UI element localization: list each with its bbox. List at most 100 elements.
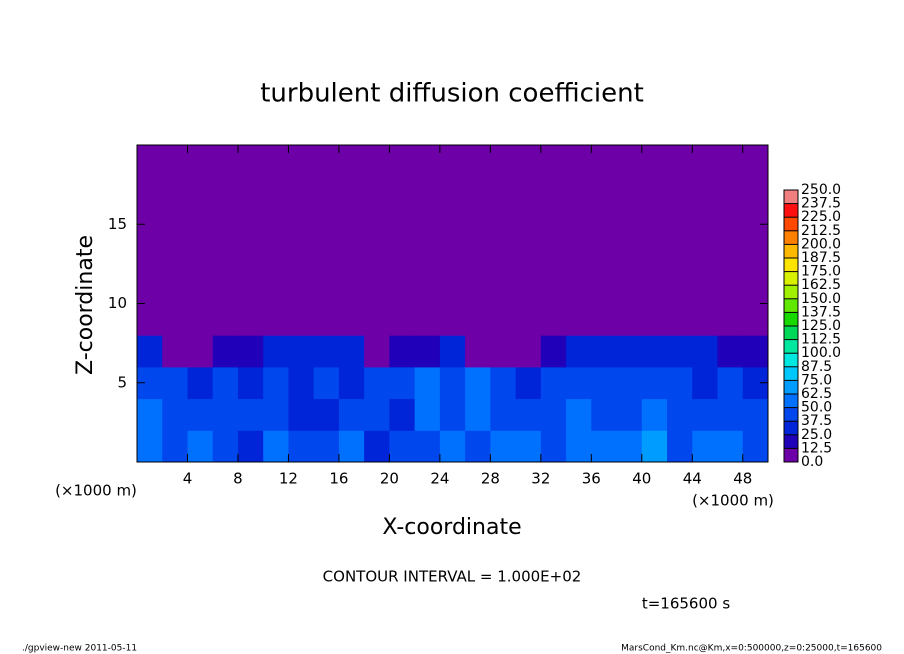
cell [389,366,416,400]
cell [338,145,365,336]
colorbar-label: 62.5 [801,386,832,402]
cell [641,366,668,400]
cell [212,145,239,336]
cell [540,335,567,368]
colorbar-swatch [784,353,798,368]
cell [162,366,188,400]
x-tick-label: 40 [632,470,651,488]
cell [414,398,441,431]
cell [137,398,163,431]
cell [616,335,643,368]
y-tick-label: 5 [117,373,127,391]
cell [338,335,365,368]
cell [237,430,264,463]
cell [667,398,693,431]
cell [742,398,769,431]
colorbar-label: 25.0 [801,427,832,443]
cell [566,398,592,431]
colorbar-swatch [784,421,798,436]
cell [212,430,239,463]
cell [237,398,264,431]
cell [465,398,491,431]
colorbar-swatch [784,203,798,218]
cell [465,430,491,463]
cell [414,335,441,368]
colorbar-swatch [784,326,798,340]
cell [414,430,441,463]
cell [717,145,744,336]
colorbar-swatch [784,394,798,408]
cell [288,398,315,431]
colorbar-swatch [784,217,798,232]
x-axis-label: X-coordinate [382,515,521,540]
cell [616,145,643,336]
cell [187,430,214,463]
colorbar-label: 150.0 [801,291,841,307]
y-tick-label: 15 [108,215,127,233]
cell [212,398,239,431]
cell [439,366,466,400]
cell [515,366,542,400]
colorbar-label: 175.0 [801,264,841,280]
cell [641,335,668,368]
footer-left: ./gpview-new 2011-05-11 [22,644,137,654]
x-tick-label: 24 [430,470,449,488]
cell [237,366,264,400]
cell [187,398,214,431]
cell [667,430,693,463]
cell [742,145,769,336]
cell [439,398,466,431]
cell [313,145,340,336]
cell [692,335,719,368]
x-tick-label: 8 [233,470,243,488]
colorbar-label: 237.5 [801,196,841,212]
cell [237,335,264,368]
colorbar-label: 200.0 [801,236,841,252]
cell [616,366,643,400]
x-tick-label: 36 [582,470,601,488]
cell [667,145,693,336]
y-tick-label: 10 [108,294,127,312]
cell [414,366,441,400]
cell [591,366,618,400]
cell [364,398,390,431]
cell [692,398,719,431]
cell [338,430,365,463]
cell [137,335,163,368]
cell [490,430,517,463]
cell [641,398,668,431]
cell [187,335,214,368]
cell [742,430,769,463]
cell [364,430,390,463]
cell [364,145,390,336]
x-tick-label: 44 [683,470,702,488]
cell [591,398,618,431]
colorbar-swatch [784,230,798,245]
cell [465,145,491,336]
cell [742,335,769,368]
colorbar-label: 75.0 [801,372,832,388]
cell [162,430,188,463]
x-tick-label: 4 [183,470,193,488]
cell [313,430,340,463]
cell [490,145,517,336]
cell [692,430,719,463]
cell [465,335,491,368]
cell [566,145,592,336]
colorbar-swatch [784,190,798,204]
cell [162,398,188,431]
cell [566,430,592,463]
colorbar-swatch [784,366,798,381]
colorbar-swatch [784,380,798,395]
cell [439,145,466,336]
cell [338,366,365,400]
colorbar-label: 50.0 [801,400,832,416]
colorbar-label: 162.5 [801,277,841,293]
cell [490,335,517,368]
cell [313,335,340,368]
cell [389,145,416,336]
cell [490,398,517,431]
colorbar-swatch [784,271,798,286]
x-tick-label: 16 [329,470,348,488]
